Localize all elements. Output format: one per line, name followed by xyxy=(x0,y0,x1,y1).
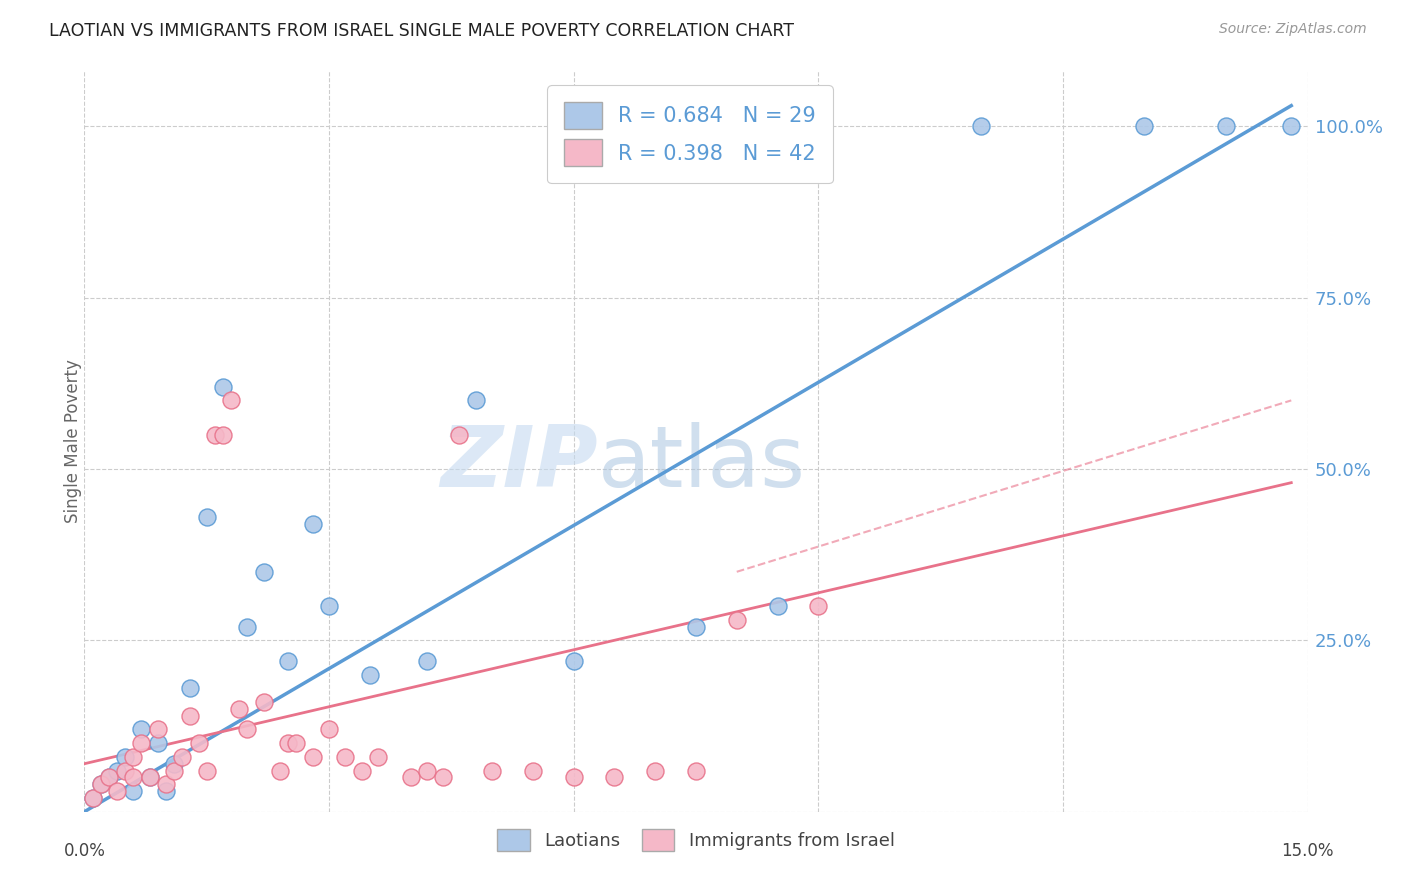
Text: atlas: atlas xyxy=(598,422,806,505)
Point xyxy=(350,764,373,778)
Point xyxy=(432,771,454,785)
Point xyxy=(105,764,128,778)
Point xyxy=(163,764,186,778)
Text: ZIP: ZIP xyxy=(440,422,598,505)
Point xyxy=(277,736,299,750)
Point xyxy=(228,702,250,716)
Point xyxy=(97,771,120,785)
Point xyxy=(335,750,357,764)
Point xyxy=(807,599,830,613)
Point xyxy=(481,764,503,778)
Point xyxy=(212,427,235,442)
Point xyxy=(114,764,136,778)
Text: LAOTIAN VS IMMIGRANTS FROM ISRAEL SINGLE MALE POVERTY CORRELATION CHART: LAOTIAN VS IMMIGRANTS FROM ISRAEL SINGLE… xyxy=(49,22,794,40)
Point xyxy=(236,619,259,633)
Point xyxy=(146,736,169,750)
Point xyxy=(285,736,308,750)
Point xyxy=(90,777,112,791)
Point xyxy=(562,771,585,785)
Point xyxy=(416,764,439,778)
Point xyxy=(301,516,323,531)
Point xyxy=(138,771,160,785)
Point xyxy=(562,654,585,668)
Point xyxy=(685,764,707,778)
Point xyxy=(195,510,218,524)
Point xyxy=(204,427,226,442)
Point xyxy=(603,771,626,785)
Point xyxy=(318,599,340,613)
Point xyxy=(131,736,153,750)
Text: 0.0%: 0.0% xyxy=(63,842,105,860)
Point xyxy=(114,750,136,764)
Point xyxy=(318,723,340,737)
Point xyxy=(522,764,544,778)
Point xyxy=(1215,119,1237,133)
Point xyxy=(253,695,276,709)
Point xyxy=(367,750,389,764)
Point xyxy=(122,771,145,785)
Point xyxy=(146,723,169,737)
Point xyxy=(253,565,276,579)
Point xyxy=(179,708,201,723)
Point xyxy=(195,764,218,778)
Point xyxy=(644,764,666,778)
Point xyxy=(97,771,120,785)
Point xyxy=(179,681,201,696)
Point xyxy=(766,599,789,613)
Point xyxy=(122,750,145,764)
Point xyxy=(122,784,145,798)
Point xyxy=(163,756,186,771)
Point xyxy=(138,771,160,785)
Point xyxy=(1279,119,1302,133)
Point xyxy=(172,750,194,764)
Point xyxy=(219,393,242,408)
Point xyxy=(90,777,112,791)
Point xyxy=(725,613,748,627)
Legend: Laotians, Immigrants from Israel: Laotians, Immigrants from Israel xyxy=(489,822,903,858)
Point xyxy=(685,619,707,633)
Point xyxy=(301,750,323,764)
Point xyxy=(399,771,422,785)
Point xyxy=(187,736,209,750)
Point xyxy=(131,723,153,737)
Point xyxy=(82,791,104,805)
Point xyxy=(449,427,471,442)
Point xyxy=(155,784,177,798)
Point xyxy=(236,723,259,737)
Point xyxy=(1133,119,1156,133)
Point xyxy=(416,654,439,668)
Point xyxy=(105,784,128,798)
Point xyxy=(359,667,381,681)
Point xyxy=(82,791,104,805)
Text: Source: ZipAtlas.com: Source: ZipAtlas.com xyxy=(1219,22,1367,37)
Point xyxy=(970,119,993,133)
Point xyxy=(212,380,235,394)
Text: 15.0%: 15.0% xyxy=(1281,842,1334,860)
Point xyxy=(155,777,177,791)
Point xyxy=(464,393,486,408)
Point xyxy=(277,654,299,668)
Point xyxy=(269,764,291,778)
Y-axis label: Single Male Poverty: Single Male Poverty xyxy=(65,359,82,524)
